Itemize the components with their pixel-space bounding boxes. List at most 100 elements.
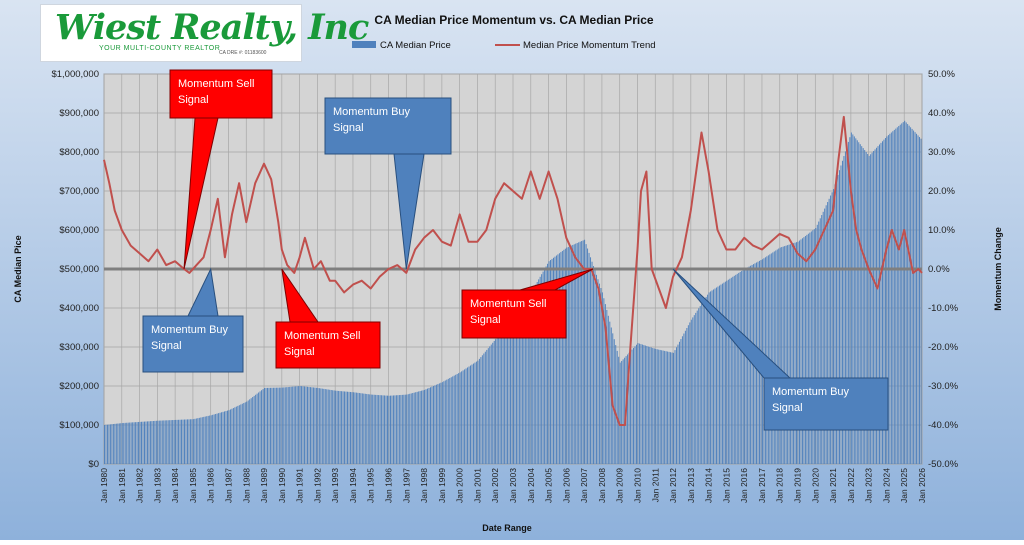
price-bar	[427, 388, 429, 464]
price-bar	[169, 420, 171, 464]
price-bar	[277, 387, 279, 464]
price-bar	[367, 394, 369, 464]
price-bar	[536, 282, 538, 464]
price-bar	[544, 269, 546, 464]
price-bar	[840, 165, 842, 465]
price-bar	[732, 276, 734, 464]
price-bar	[662, 350, 664, 464]
right-tick-label: -30.0%	[928, 381, 959, 392]
price-bar	[382, 395, 384, 464]
price-bar	[302, 386, 304, 464]
price-bar	[255, 394, 257, 464]
price-bar	[470, 365, 471, 464]
price-bar	[726, 280, 728, 464]
price-bar	[893, 129, 895, 464]
x-tick-label: Jan 1998	[419, 468, 429, 503]
price-bar	[259, 391, 261, 464]
price-bar	[782, 246, 784, 464]
callout-text: Signal	[151, 340, 182, 352]
price-bar	[785, 245, 787, 464]
price-bar	[258, 392, 260, 464]
price-bar	[179, 419, 181, 464]
price-bar	[790, 244, 792, 464]
price-bar	[111, 424, 113, 464]
price-bar	[655, 348, 657, 464]
price-bar	[124, 422, 126, 464]
price-bar	[309, 387, 311, 464]
price-bar	[444, 380, 446, 464]
price-bar	[511, 317, 513, 464]
price-bar	[730, 277, 732, 464]
price-bar	[181, 419, 183, 464]
x-tick-label: Jan 2007	[579, 468, 589, 503]
price-bar	[680, 339, 682, 464]
price-bar	[502, 329, 504, 464]
price-bar	[911, 128, 913, 465]
price-bar	[750, 265, 752, 464]
price-bar	[413, 392, 415, 464]
price-bar	[644, 345, 646, 464]
price-bar	[342, 391, 344, 464]
price-bar	[390, 395, 391, 464]
price-bar	[349, 391, 351, 464]
price-bar	[489, 346, 491, 464]
price-bar	[628, 352, 630, 464]
price-bar	[738, 272, 740, 464]
price-bar	[163, 420, 165, 464]
price-bar	[412, 393, 414, 464]
price-bar	[704, 299, 706, 464]
price-bar	[301, 386, 303, 464]
price-bar	[104, 425, 105, 464]
callout-text: Signal	[772, 402, 803, 414]
price-bar	[243, 403, 245, 464]
price-bar	[130, 422, 132, 464]
price-bar	[272, 387, 274, 464]
price-bar	[852, 134, 854, 464]
price-bar	[597, 279, 599, 464]
left-tick-label: $800,000	[59, 147, 99, 158]
price-bar	[271, 387, 273, 464]
x-tick-label: Jan 1997	[401, 468, 411, 503]
logo-name: Wiest Realty, Inc	[55, 7, 369, 48]
price-bar	[108, 424, 110, 464]
price-bar	[640, 344, 642, 464]
price-bar	[735, 274, 737, 464]
price-bar	[366, 393, 368, 464]
price-bar	[105, 424, 107, 464]
price-bar	[289, 386, 291, 464]
price-bar	[225, 411, 227, 464]
price-bar	[398, 395, 400, 464]
price-bar	[652, 347, 654, 464]
callout-text: Momentum Sell	[470, 298, 546, 310]
price-bar	[830, 195, 832, 465]
price-bar	[320, 388, 322, 464]
right-tick-label: 10.0%	[928, 225, 955, 236]
right-tick-label: 20.0%	[928, 186, 955, 197]
price-bar	[247, 400, 249, 464]
price-bar	[381, 395, 383, 464]
price-bar	[884, 138, 886, 464]
price-bar	[658, 349, 660, 464]
callout-text: Momentum Buy	[151, 324, 229, 336]
x-tick-label: Jan 2016	[739, 468, 749, 503]
price-bar	[804, 236, 806, 464]
price-bar	[384, 395, 386, 464]
price-bar	[856, 140, 858, 465]
price-bar	[129, 422, 131, 464]
price-bar	[471, 364, 473, 464]
price-bar	[861, 146, 863, 464]
chart-title: CA Median Price Momentum vs. CA Median P…	[374, 13, 654, 27]
legend: CA Median Price Median Price Momentum Tr…	[352, 40, 656, 51]
price-bar	[212, 414, 214, 464]
price-bar	[373, 394, 375, 464]
price-bar	[901, 123, 903, 465]
price-bar	[472, 363, 474, 464]
x-tick-label: Jan 1993	[330, 468, 340, 503]
price-bar	[345, 391, 347, 464]
price-bar	[172, 420, 174, 464]
price-bar	[711, 290, 713, 464]
price-bar	[664, 350, 666, 464]
price-bar	[241, 403, 243, 464]
price-bar	[312, 387, 314, 464]
legend-line-label: Median Price Momentum Trend	[523, 40, 656, 51]
